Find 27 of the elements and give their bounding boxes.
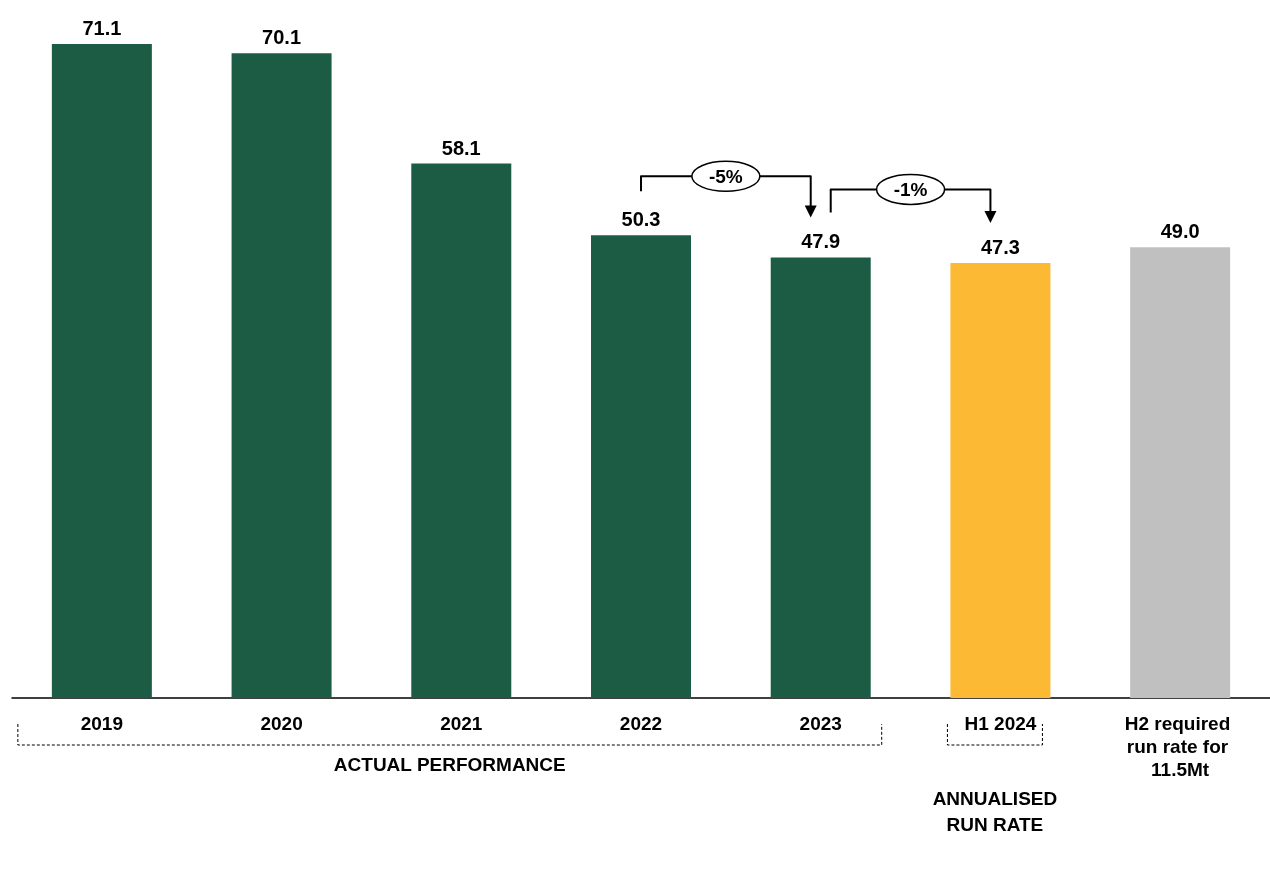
data-label: 47.3 — [980, 235, 1020, 258]
data-label: 49.0 — [1160, 220, 1200, 243]
x-tick-label: 2022 — [619, 713, 663, 734]
oval-label: -1% — [875, 173, 946, 206]
bar — [950, 262, 1051, 698]
bar — [51, 44, 152, 698]
bar — [1130, 247, 1231, 698]
bar — [770, 257, 871, 698]
bar — [591, 235, 691, 698]
x-tick-label: H1 2024 — [964, 713, 1037, 734]
annotation: -5% — [708, 166, 743, 188]
data-label: 70.1 — [262, 26, 302, 49]
x-tick-label: H2 required run rate for 11.5Mt — [1124, 713, 1236, 780]
annotation: -1% — [893, 179, 928, 201]
bar — [231, 53, 332, 698]
text: ACTUAL PERFORMANCE — [332, 753, 567, 777]
data-label: 47.9 — [801, 230, 841, 253]
data-label: 58.1 — [441, 136, 481, 159]
data-label: 71.1 — [82, 17, 122, 39]
oval-label: -5% — [691, 160, 761, 193]
x-tick-label: 2023 — [799, 713, 842, 734]
x-tick-label: 2020 — [260, 713, 303, 734]
x-tick-label: 2021 — [440, 713, 483, 734]
x-tick-label: 2019 — [80, 713, 123, 734]
bar — [411, 163, 512, 698]
text: ANNUALISED RUN RATE — [931, 787, 1059, 837]
data-label: 50.3 — [621, 208, 661, 231]
